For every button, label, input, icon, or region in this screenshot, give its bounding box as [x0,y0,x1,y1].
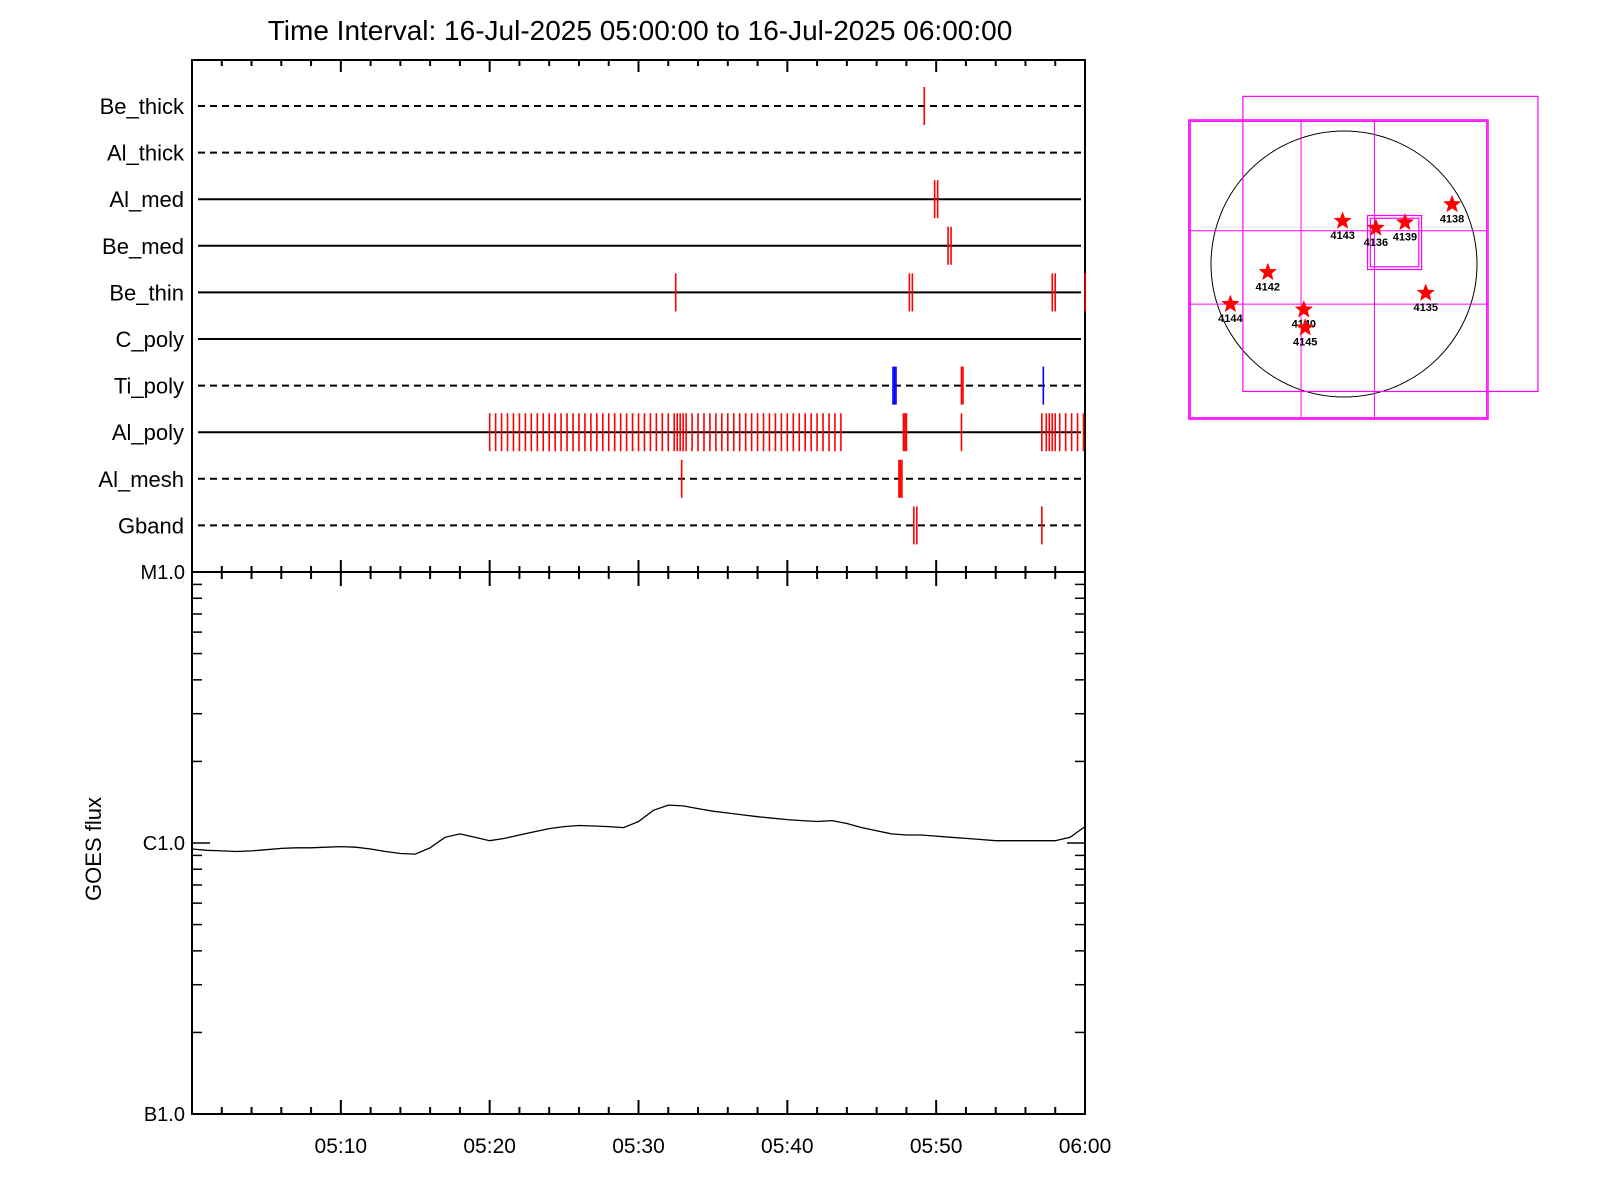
y-axis-label: GOES flux [81,797,106,901]
y-tick-label: B1.0 [144,1104,185,1126]
channel-label: Be_med [102,234,184,259]
fov-box [1366,214,1423,271]
y-tick-label: M1.0 [141,562,185,584]
x-tick-label: 05:10 [315,1135,368,1158]
channel-label: Be_thin [109,280,184,305]
fov-box [1369,217,1420,268]
active-region-marker [1366,218,1386,236]
active-region-4136: 4136 [1364,218,1388,249]
active-region-4142: 4142 [1256,262,1280,293]
active-region-marker [1395,212,1415,231]
active-region-marker [1221,294,1240,313]
active-region-marker [1294,299,1314,318]
active-region-4135: 4135 [1413,283,1438,314]
active-region-4139: 4139 [1393,212,1417,243]
fov-box [1242,95,1539,393]
active-region-label: 4138 [1440,213,1464,225]
x-tick-label: 05:40 [761,1135,814,1158]
channel-al-mesh: Al_mesh [98,459,1081,498]
active-region-label: 4139 [1393,231,1417,243]
active-region-4138: 4138 [1440,194,1464,225]
active-region-label: 4142 [1256,281,1280,293]
active-region-marker [1333,211,1352,229]
channel-label: Al_mesh [98,467,184,492]
channel-label: Al_med [109,187,184,212]
active-region-label: 4143 [1330,230,1354,242]
channel-label: Be_thick [100,94,185,119]
goes-flux-line [191,804,1086,855]
channel-c-poly: C_poly [116,327,1081,352]
goes-flux-panel: 05:10 05:20 05:30 05:40 05:50 06:00 M1.0 C1.0 B1… [81,562,1111,1158]
detector-timeline-panel: Be_thick Al_thick Al_med Be_med Be_thin C_pol… [98,59,1086,573]
x-tick-label: 05:30 [612,1135,665,1158]
channel-al-med: Al_med [109,180,1081,219]
x-tick-label: 06:00 [1059,1135,1112,1158]
channel-be-med: Be_med [102,226,1081,265]
active-region-4145: 4145 [1293,317,1317,349]
channel-label: Al_poly [112,420,184,445]
channel-be-thin: Be_thin [109,273,1086,312]
channel-gband: Gband [118,506,1081,545]
active-region-marker [1442,194,1462,213]
active-region-label: 4145 [1293,337,1317,349]
y-tick-label: C1.0 [143,833,185,855]
x-tick-label: 05:20 [463,1135,516,1158]
channel-label: Ti_poly [114,374,184,399]
channel-al-thick: Al_thick [107,141,1081,166]
channel-label: Al_thick [107,141,185,166]
active-region-marker [1295,317,1315,336]
fov-box [1189,120,1488,419]
active-region-label: 4144 [1218,313,1243,325]
x-tick-label: 05:50 [910,1135,963,1158]
active-region-label: 4136 [1364,237,1388,249]
solar-disk-limb [1210,130,1478,398]
active-region-4144: 4144 [1218,294,1244,325]
active-region-label: 4135 [1413,302,1437,314]
solar-disk-map: 414341364139413841424144414041454135 [1188,95,1539,420]
channel-be-thick: Be_thick [100,87,1081,125]
active-region-marker [1416,283,1435,301]
channel-al-poly: Al_poly [112,413,1085,452]
active-region-marker [1258,262,1278,281]
channel-label: Gband [118,513,184,538]
chart-title: Time Interval: 16-Jul-2025 05:00:00 to 1… [268,15,1013,46]
channel-ti-poly: Ti_poly [114,366,1081,405]
channel-label: C_poly [116,327,184,352]
active-region-4143: 4143 [1330,211,1355,242]
